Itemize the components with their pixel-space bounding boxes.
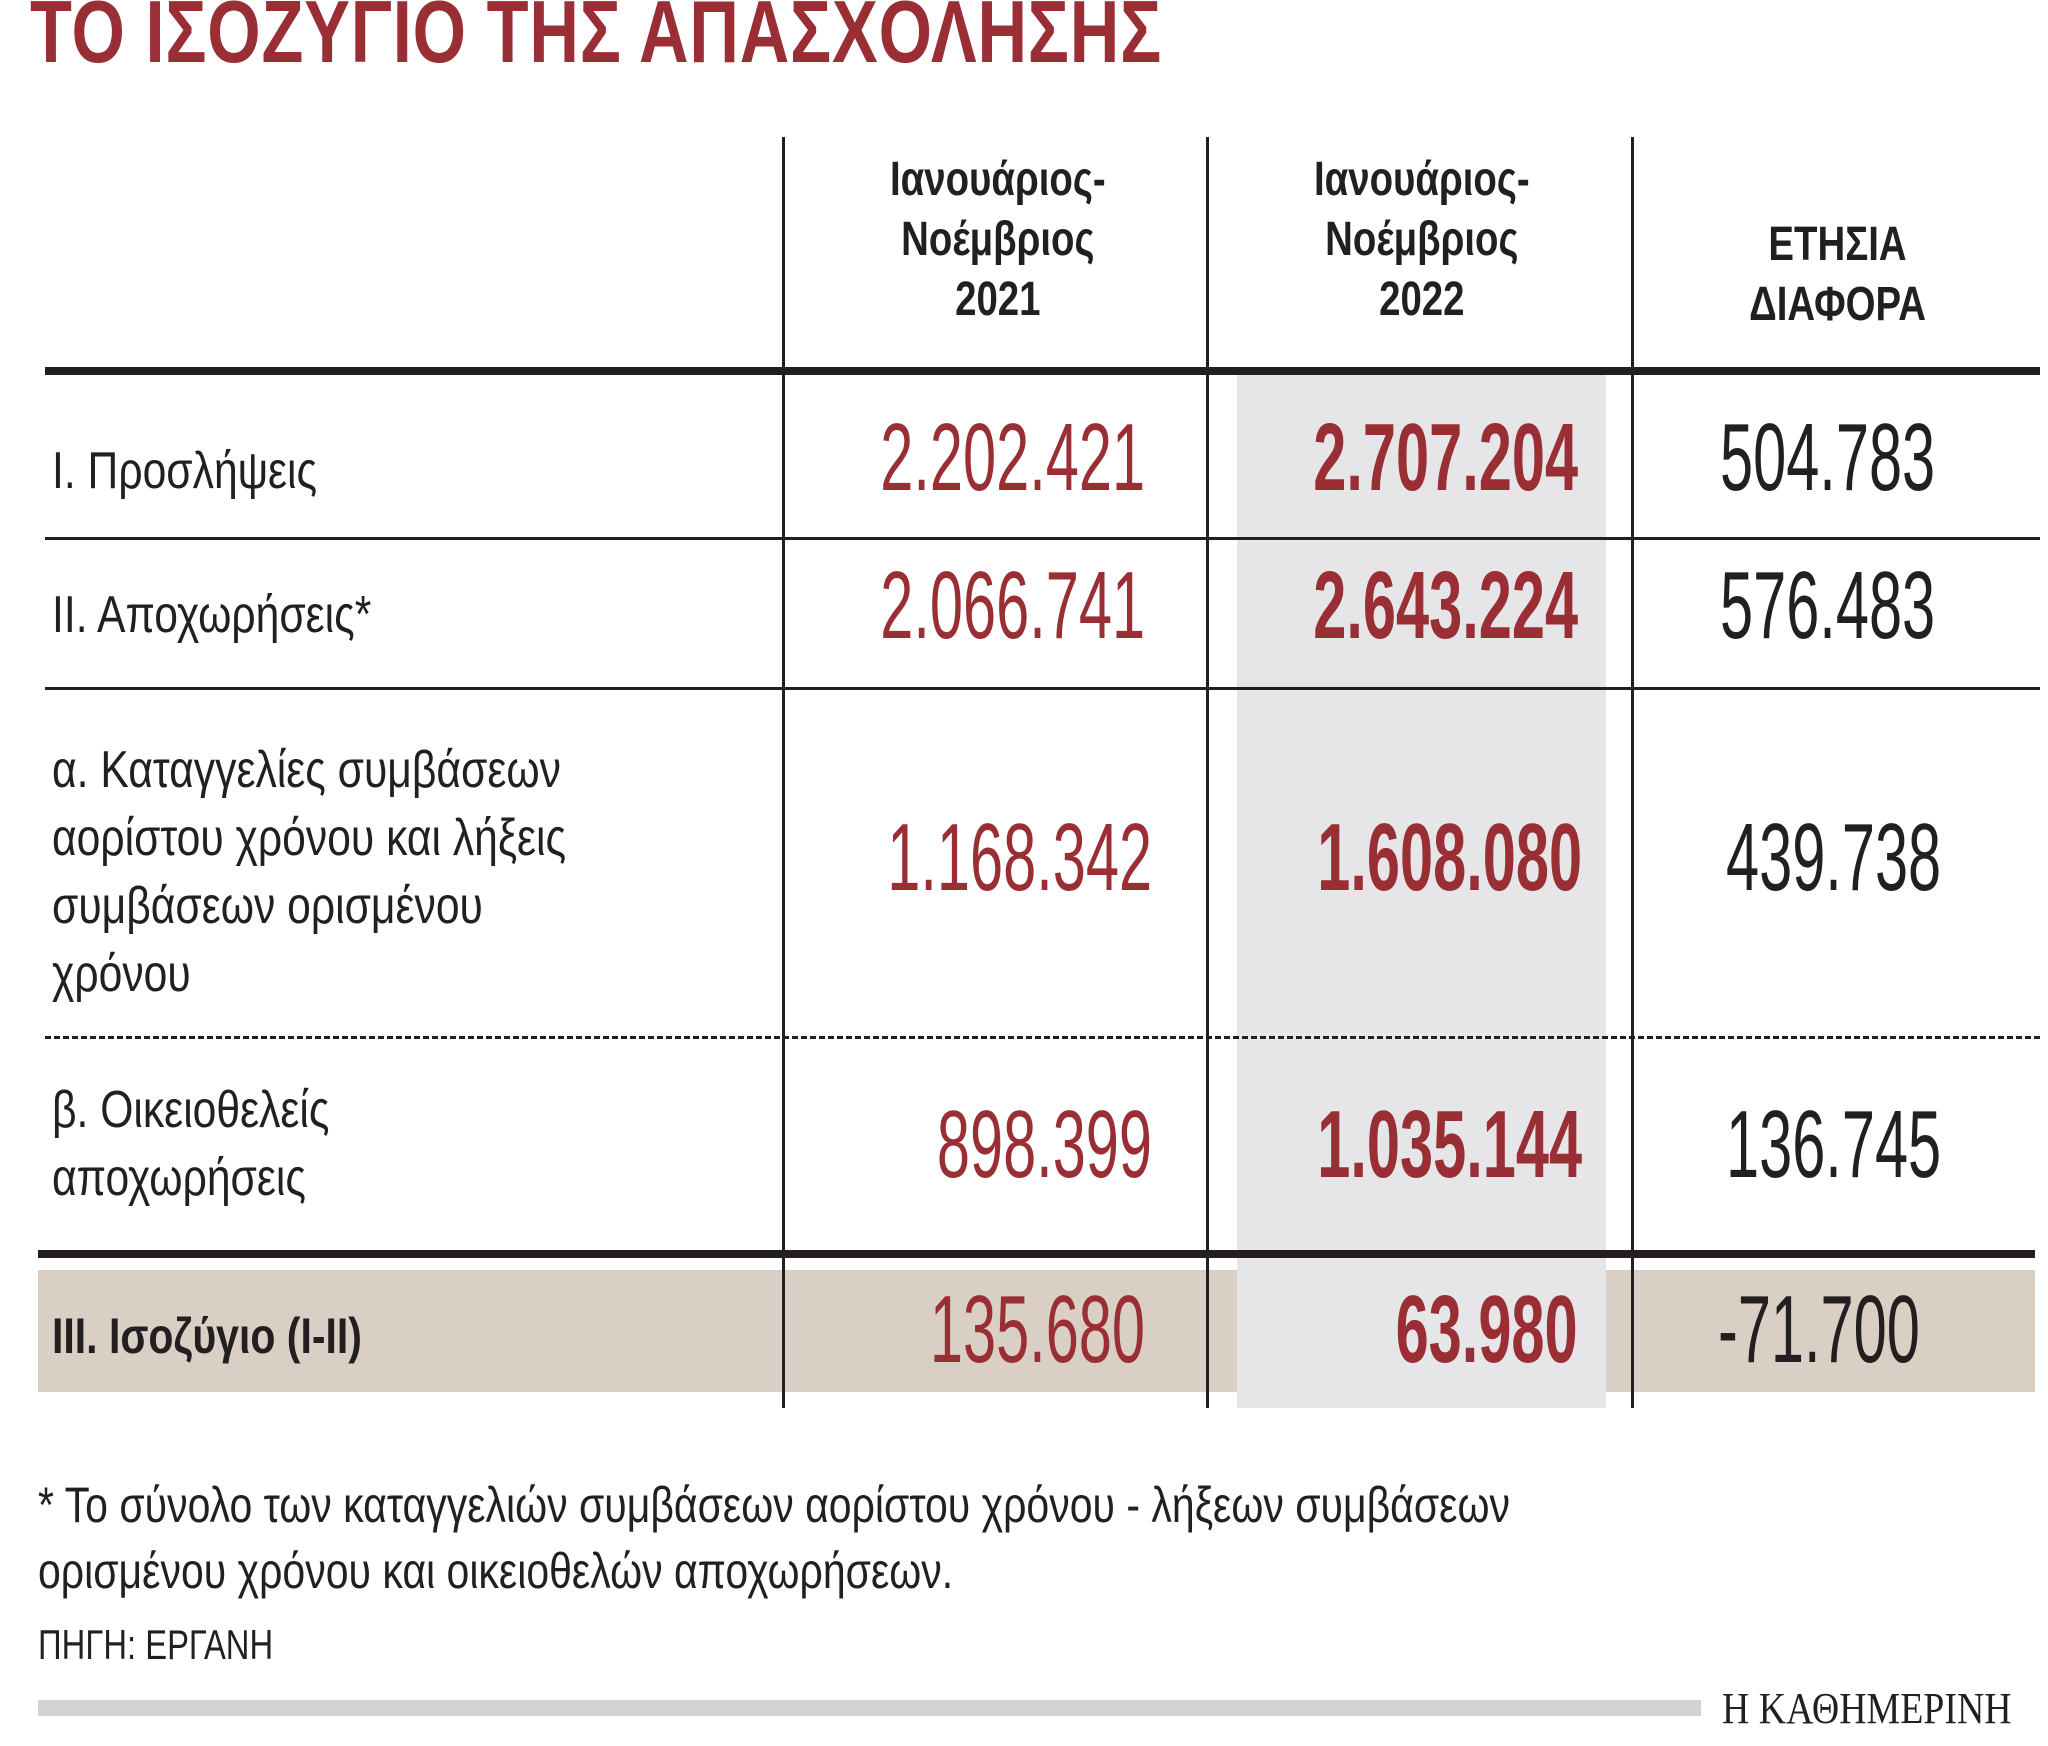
value-2021: 898.399 <box>936 1091 1152 1198</box>
column-header-line: Ιανουάριος- <box>889 153 1106 206</box>
column-header-line: ΔΙΑΦΟΡΑ <box>1749 278 1927 331</box>
page-title: ΤΟ ΙΣΟΖΥΓΙΟ ΤΗΣ ΑΠΑΣΧΟΛΗΣΗΣ <box>30 0 1163 81</box>
value-2021: 2.202.421 <box>880 404 1145 511</box>
highlight-column-2022 <box>1237 375 1606 1408</box>
row-label-line: α. Καταγγελίες συμβάσεων <box>52 741 561 799</box>
value-difference: 576.483 <box>1720 552 1936 659</box>
value-difference: 136.745 <box>1726 1091 1942 1198</box>
column-header-line: 2021 <box>954 273 1041 326</box>
column-divider <box>782 137 785 1408</box>
row-divider <box>45 687 2040 690</box>
column-header-line: Νοέμβριος <box>900 213 1095 266</box>
column-header-line: Νοέμβριος <box>1325 213 1519 266</box>
header-rule <box>45 367 2040 375</box>
column-header-line: 2022 <box>1379 273 1465 326</box>
value-2022: 1.035.144 <box>1317 1091 1582 1198</box>
value-2022: 1.608.080 <box>1317 804 1582 911</box>
value-2021: 1.168.342 <box>887 804 1152 911</box>
row-label-line: χρόνου <box>52 945 191 1003</box>
total-rule <box>38 1250 2035 1258</box>
row-label: ΙΙΙ. Ισοζύγιο (Ι-ΙΙ) <box>52 1308 362 1364</box>
footnote-line: ορισμένου χρόνου και οικειοθελών αποχωρή… <box>38 1543 954 1599</box>
value-2021: 2.066.741 <box>880 552 1145 659</box>
row-label-line: β. Οικειοθελείς <box>52 1081 330 1139</box>
column-header-2021: Ιανουάριος- Νοέμβριος 2021 <box>790 150 1205 330</box>
column-header-line: ΕΤΗΣΙΑ <box>1768 218 1908 271</box>
value-2022: 2.643.224 <box>1313 552 1578 659</box>
column-divider <box>1631 137 1634 1408</box>
row-label-line: αποχωρήσεις <box>52 1149 306 1207</box>
footnote: * Το σύνολο των καταγγελιών συμβάσεων αο… <box>38 1472 1510 1604</box>
column-header-line: Ιανουάριος- <box>1314 153 1530 206</box>
row-label: Ι. Προσλήψεις <box>52 442 318 500</box>
value-2021: 135.680 <box>929 1276 1145 1383</box>
total-row-highlight-cell <box>1237 1270 1606 1392</box>
row-divider <box>45 537 2040 540</box>
value-difference: 439.738 <box>1726 804 1942 911</box>
source-credit: ΠΗΓΗ: ΕΡΓΑΝΗ <box>38 1621 274 1668</box>
column-header-annual-difference: ΕΤΗΣΙΑ ΔΙΑΦΟΡΑ <box>1636 215 2040 335</box>
footnote-line: * Το σύνολο των καταγγελιών συμβάσεων αο… <box>38 1477 1510 1533</box>
value-2022: 2.707.204 <box>1313 404 1578 511</box>
sub-row-divider <box>45 1036 2040 1039</box>
column-header-2022: Ιανουάριος- Νοέμβριος 2022 <box>1212 150 1632 330</box>
value-difference: 504.783 <box>1720 404 1936 511</box>
logo-rule <box>38 1700 1701 1716</box>
publisher-logo: Η ΚΑΘΗΜΕΡΙΝΗ <box>1722 1684 2012 1733</box>
value-difference: -71.700 <box>1718 1276 1920 1383</box>
column-divider <box>1206 137 1209 1408</box>
row-label-line: συμβάσεων ορισμένου <box>52 877 483 935</box>
total-row-background <box>38 1270 2035 1392</box>
value-2022: 63.980 <box>1395 1276 1578 1383</box>
row-label-line: αορίστου χρόνου και λήξεις <box>52 809 567 867</box>
row-label: ΙΙ. Αποχωρήσεις* <box>52 586 372 644</box>
